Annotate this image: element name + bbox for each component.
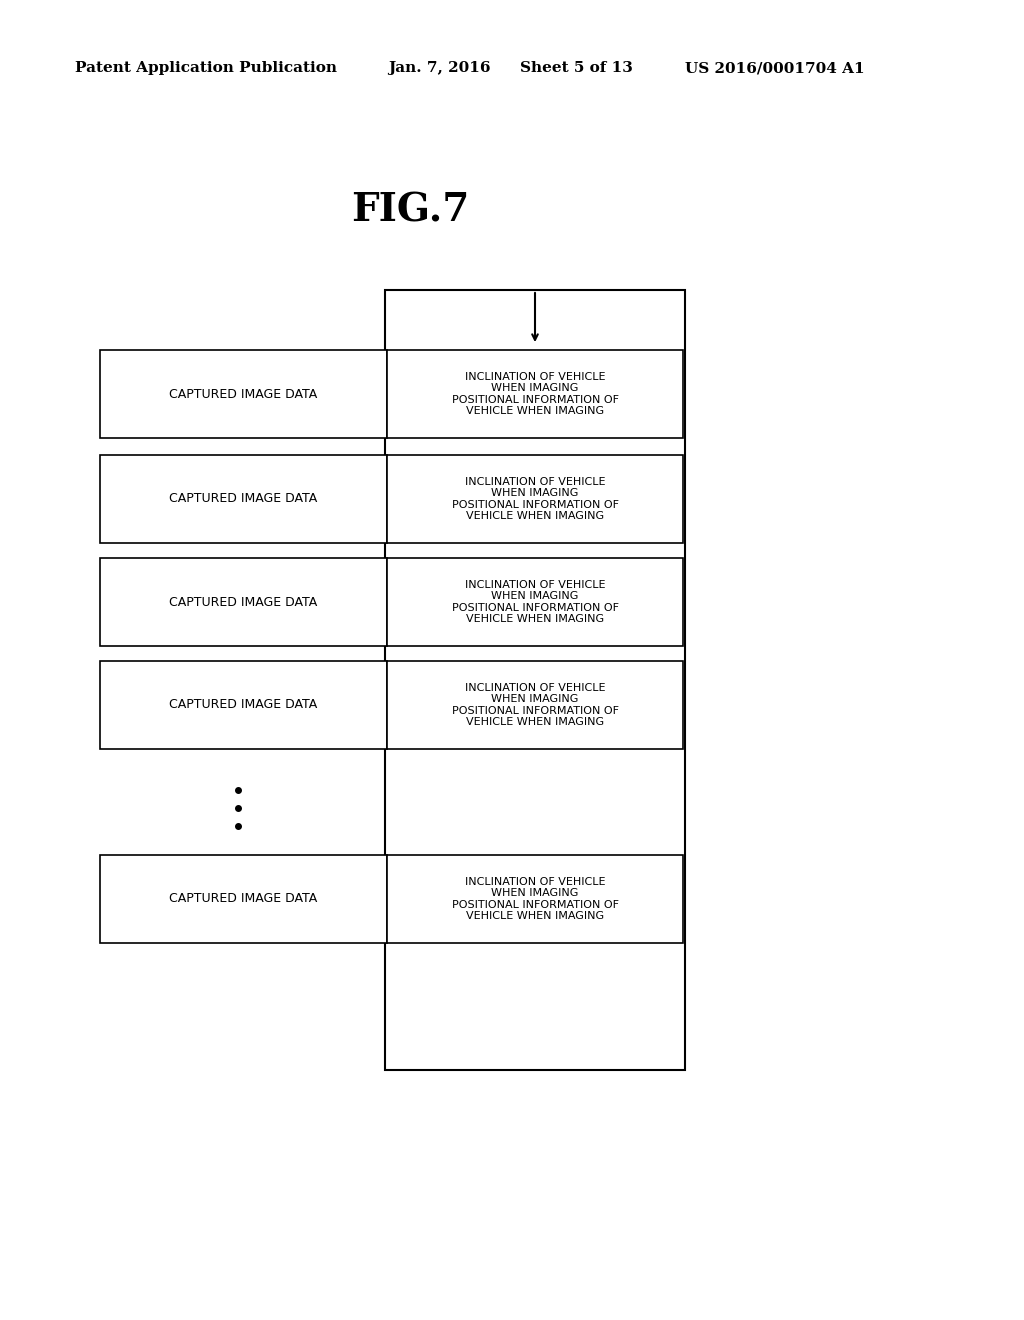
Text: CAPTURED IMAGE DATA: CAPTURED IMAGE DATA — [169, 492, 317, 506]
Text: INCLINATION OF VEHICLE
WHEN IMAGING
POSITIONAL INFORMATION OF
VEHICLE WHEN IMAGI: INCLINATION OF VEHICLE WHEN IMAGING POSI… — [452, 876, 618, 921]
Bar — [100, 455, 387, 543]
Bar — [100, 350, 387, 438]
Text: CAPTURED IMAGE DATA: CAPTURED IMAGE DATA — [169, 388, 317, 400]
Bar — [387, 661, 683, 748]
Text: INCLINATION OF VEHICLE
WHEN IMAGING
POSITIONAL INFORMATION OF
VEHICLE WHEN IMAGI: INCLINATION OF VEHICLE WHEN IMAGING POSI… — [452, 579, 618, 624]
Text: INCLINATION OF VEHICLE
WHEN IMAGING
POSITIONAL INFORMATION OF
VEHICLE WHEN IMAGI: INCLINATION OF VEHICLE WHEN IMAGING POSI… — [452, 682, 618, 727]
Text: CAPTURED IMAGE DATA: CAPTURED IMAGE DATA — [169, 595, 317, 609]
Bar — [387, 455, 683, 543]
Text: CAPTURED IMAGE DATA: CAPTURED IMAGE DATA — [169, 698, 317, 711]
Bar — [385, 290, 685, 1071]
Bar — [387, 558, 683, 645]
Text: Jan. 7, 2016: Jan. 7, 2016 — [388, 61, 490, 75]
Text: Patent Application Publication: Patent Application Publication — [75, 61, 337, 75]
Text: US 2016/0001704 A1: US 2016/0001704 A1 — [685, 61, 864, 75]
Bar — [387, 350, 683, 438]
Bar — [387, 855, 683, 942]
Text: Sheet 5 of 13: Sheet 5 of 13 — [520, 61, 633, 75]
Text: INCLINATION OF VEHICLE
WHEN IMAGING
POSITIONAL INFORMATION OF
VEHICLE WHEN IMAGI: INCLINATION OF VEHICLE WHEN IMAGING POSI… — [452, 477, 618, 521]
Bar — [100, 661, 387, 748]
Bar — [100, 558, 387, 645]
Bar — [100, 855, 387, 942]
Text: FIG.7: FIG.7 — [351, 191, 469, 228]
Text: CAPTURED IMAGE DATA: CAPTURED IMAGE DATA — [169, 892, 317, 906]
Text: INCLINATION OF VEHICLE
WHEN IMAGING
POSITIONAL INFORMATION OF
VEHICLE WHEN IMAGI: INCLINATION OF VEHICLE WHEN IMAGING POSI… — [452, 372, 618, 416]
